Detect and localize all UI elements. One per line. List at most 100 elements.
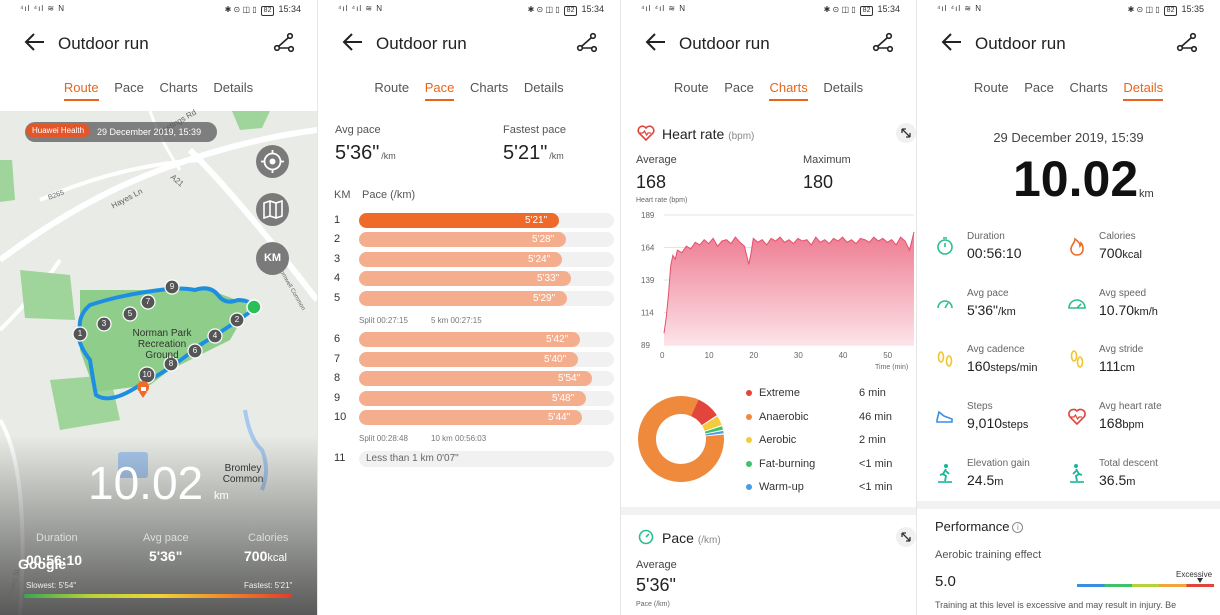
heart-rate-icon bbox=[1068, 408, 1086, 426]
tab-pace[interactable]: Pace bbox=[724, 80, 754, 95]
back-arrow-icon[interactable] bbox=[645, 32, 667, 52]
back-arrow-icon[interactable] bbox=[342, 32, 364, 52]
x-tick-label: 40 bbox=[839, 351, 848, 360]
tab-route[interactable]: Route bbox=[63, 80, 99, 101]
stat-value-group: 24.5m bbox=[967, 472, 1003, 488]
heart-rate-chart: 89 114 139 164 189 0 10 20 30 40 50 bbox=[641, 211, 915, 360]
tab-route[interactable]: Route bbox=[673, 80, 709, 95]
zone-name: Extreme bbox=[759, 387, 800, 399]
stat-label: Avg pace bbox=[143, 532, 189, 544]
tab-pace[interactable]: Pace bbox=[114, 80, 144, 95]
locate-button[interactable] bbox=[256, 145, 289, 178]
climber-up-icon bbox=[938, 464, 952, 483]
status-icons: ✱ ⊙ ◫ ▯ bbox=[1127, 5, 1160, 14]
panel-divider bbox=[620, 0, 621, 615]
tab-charts[interactable]: Charts bbox=[469, 80, 509, 95]
battery-icon: 82 bbox=[1163, 6, 1178, 16]
tab-pace[interactable]: Pace bbox=[1024, 80, 1054, 95]
expand-icon[interactable] bbox=[896, 123, 916, 143]
share-icon[interactable] bbox=[1176, 31, 1198, 53]
zone-dot bbox=[746, 461, 752, 467]
tab-charts[interactable]: Charts bbox=[1069, 80, 1108, 95]
gauge-icon bbox=[937, 300, 953, 309]
km-number: 7 bbox=[334, 353, 341, 365]
status-icons: ✱ ⊙ ◫ ▯ bbox=[823, 5, 856, 14]
slowest-label: Slowest: 5'54" bbox=[26, 581, 77, 590]
signal-icons: ⁴ıl ⁴ıl ≋ N bbox=[20, 4, 66, 13]
tab-charts[interactable]: Charts bbox=[159, 80, 198, 95]
km-markers-button[interactable]: KM bbox=[256, 242, 289, 275]
tab-details[interactable]: Details bbox=[213, 80, 254, 95]
back-arrow-icon[interactable] bbox=[941, 32, 963, 52]
tab-details[interactable]: Details bbox=[1123, 80, 1164, 101]
pace-bar bbox=[359, 232, 566, 247]
zone-slice bbox=[638, 396, 724, 482]
tab-details[interactable]: Details bbox=[823, 80, 864, 95]
tab-route[interactable]: Route bbox=[374, 80, 410, 95]
tab-details[interactable]: Details bbox=[523, 80, 564, 95]
aerobic-effect-label: Aerobic training effect bbox=[935, 549, 1042, 561]
route-stat-duration: Duration bbox=[36, 532, 78, 544]
zone-duration: <1 min bbox=[859, 481, 893, 493]
km-number: 6 bbox=[334, 333, 341, 345]
info-icon[interactable]: i bbox=[1012, 522, 1024, 533]
zone-row: Aerobic 2 min bbox=[746, 434, 906, 448]
detail-stat-total-descent: Total descent 36.5m bbox=[1067, 458, 1207, 498]
detail-stat-avg-cadence: Avg cadence 160steps/min bbox=[935, 344, 1075, 384]
share-icon[interactable] bbox=[872, 31, 894, 53]
fastest-pace-unit: /km bbox=[549, 151, 564, 161]
share-icon[interactable] bbox=[273, 31, 295, 53]
pace-value: 5'21" bbox=[525, 215, 548, 226]
tab-charts[interactable]: Charts bbox=[769, 80, 808, 101]
tab-route[interactable]: Route bbox=[973, 80, 1009, 95]
pace-title-unit: (/km) bbox=[697, 535, 721, 546]
marker-label: 9 bbox=[169, 282, 175, 291]
route-screen: ⁴ıl ⁴ıl ≋ N ✱ ⊙ ◫ ▯ 82 15:34 Outdoor run R… bbox=[0, 0, 317, 615]
km-number: 1 bbox=[334, 214, 341, 226]
stat-unit: kcal bbox=[1122, 249, 1142, 261]
status-bar: ⁴ıl ⁴ıl ≋ N ✱ ⊙ ◫ ▯ 82 15:34 bbox=[0, 0, 317, 20]
stat-label: Avg cadence bbox=[967, 344, 1025, 355]
stat-value-group: 700kcal bbox=[1099, 245, 1142, 261]
stat-unit: m bbox=[1126, 476, 1136, 488]
back-arrow-icon[interactable] bbox=[24, 32, 46, 52]
pace-average-label: Average bbox=[636, 559, 677, 571]
y-tick-label: 189 bbox=[641, 211, 655, 220]
zone-row: Fat-burning <1 min bbox=[746, 458, 906, 472]
stat-label: Elevation gain bbox=[967, 458, 1030, 469]
map-canvas bbox=[0, 111, 317, 615]
split-label: Split 00:28:48 bbox=[359, 434, 408, 443]
tab-bar: Route Pace Charts Details bbox=[318, 80, 620, 101]
aerobic-level-label: Excessive bbox=[1176, 570, 1213, 579]
status-icons: ✱ ⊙ ◫ ▯ bbox=[224, 5, 257, 14]
last-km-bar: Less than 1 km 0'07" bbox=[359, 451, 614, 467]
stat-value: 00:56:10 bbox=[967, 245, 1022, 261]
stat-value-group: 36.5m bbox=[1099, 472, 1135, 488]
battery-icon: 82 bbox=[859, 6, 874, 16]
x-tick-label: 50 bbox=[883, 351, 892, 360]
fastest-pace-value: 5'21"/km bbox=[503, 142, 564, 165]
aerobic-effect-value: 5.0 bbox=[935, 573, 956, 590]
detail-stat-avg-heart-rate: Avg heart rate 168bpm bbox=[1067, 401, 1207, 441]
stat-value: 10.70 bbox=[1099, 302, 1135, 318]
workout-distance: 10.02 bbox=[1013, 151, 1139, 207]
detail-stat-calories: Calories 700kcal bbox=[1067, 231, 1207, 271]
clock: 15:34 bbox=[278, 4, 301, 14]
aerobic-marker-icon bbox=[1197, 578, 1203, 583]
stat-unit: km/h bbox=[1134, 306, 1158, 318]
expand-icon[interactable] bbox=[896, 527, 916, 547]
map-type-button[interactable] bbox=[256, 193, 289, 226]
pace-average-value: 5'36" bbox=[636, 575, 676, 595]
workout-distance-unit: km bbox=[1139, 188, 1154, 200]
pace-row: 3 5'24" bbox=[334, 252, 614, 267]
tab-pace[interactable]: Pace bbox=[424, 80, 455, 101]
detail-stat-steps: Steps 9,010steps bbox=[935, 401, 1075, 441]
performance-title: Performance bbox=[935, 519, 1010, 534]
share-icon[interactable] bbox=[576, 31, 598, 53]
pace-screen: ⁴ıl ⁴ıl ≋ N ✱ ⊙ ◫ ▯ 82 15:34 Outdoor run R… bbox=[318, 0, 620, 615]
last-km-row: 11 Less than 1 km 0'07" bbox=[334, 451, 614, 467]
aerobic-effect-note: Training at this level is excessive and … bbox=[935, 600, 1177, 610]
zone-dot bbox=[746, 390, 752, 396]
climber-down-icon bbox=[1070, 464, 1084, 483]
speedometer-icon bbox=[1068, 299, 1086, 309]
